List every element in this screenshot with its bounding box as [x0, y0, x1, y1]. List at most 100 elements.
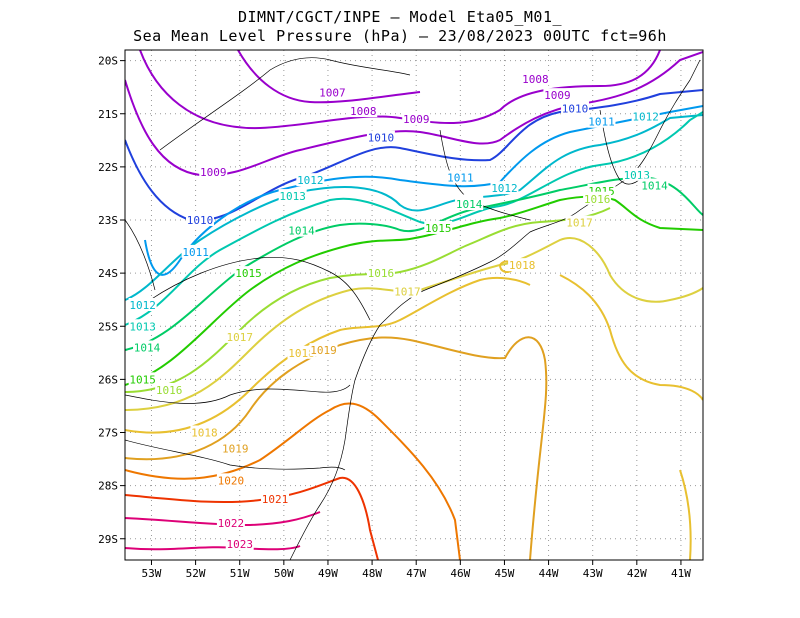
x-tick-label: 45W [495, 567, 515, 580]
isobar-label-bg [318, 85, 347, 99]
map-grid [125, 50, 703, 560]
isobar-label-bg [278, 189, 307, 203]
isobar-label-1012: 1012 [632, 110, 659, 123]
isobar-label-bg [128, 372, 157, 386]
isobar-1018-line [125, 274, 703, 434]
isobar-label-bg [287, 345, 316, 359]
latitude-axis: 20S 21S 22S 23S 24S 25S 26S 27S 28S 29S [98, 55, 125, 546]
y-tick-label: 23S [98, 214, 118, 227]
x-tick-label: 44W [539, 567, 559, 580]
isobar-label-1010: 1010 [562, 102, 589, 115]
y-tick-label: 22S [98, 161, 118, 174]
isobar-label-1016: 1016 [584, 193, 611, 206]
isobar-label-1013: 1013 [129, 320, 156, 333]
y-tick-label: 29S [98, 533, 118, 546]
isobar-label-1022: 1022 [218, 517, 245, 530]
isobar-1018-east-line [679, 469, 692, 560]
y-tick-label: 27S [98, 427, 118, 440]
isobar-label-1017: 1017 [566, 217, 593, 230]
isobar-label-1011: 1011 [588, 116, 615, 129]
coastline-borders [125, 57, 701, 560]
isobar-1021-line [125, 476, 379, 560]
isobar-1019-line [125, 336, 548, 560]
isobar-label-bg [446, 170, 475, 184]
isobar-label-1014: 1014 [288, 225, 315, 238]
isobar-label-1016: 1016 [368, 267, 395, 280]
isobar-label-bg [561, 101, 590, 115]
isobar-label-1018: 1018 [288, 347, 315, 360]
isobar-label-bg [225, 537, 254, 551]
isobar-label-bg [133, 340, 162, 354]
border-mg-sp [159, 57, 411, 151]
isobar-label-1011: 1011 [447, 172, 474, 185]
isobar-label-bg [261, 491, 290, 505]
isobar-label-1008: 1008 [522, 73, 549, 86]
isobar-label-bg [296, 173, 325, 187]
isobar-label-1010: 1010 [368, 132, 395, 145]
isobar-label-bg [216, 473, 245, 487]
isobar-label-bg [128, 298, 157, 311]
x-tick-label: 50W [274, 567, 294, 580]
isobar-label-1020: 1020 [218, 474, 245, 487]
x-tick-label: 49W [318, 567, 338, 580]
isobar-label-1007: 1007 [319, 87, 346, 100]
border-sc-rs [125, 439, 346, 471]
isobar-label-bg [287, 223, 316, 237]
border-sp-pr [149, 257, 371, 321]
isobar-label-bg [583, 191, 612, 205]
y-tick-label: 20S [98, 55, 118, 68]
isobar-label-bg [366, 130, 395, 144]
border-pr-sc [125, 384, 351, 404]
isobar-1008-line [139, 50, 661, 130]
isobar-label-bg [366, 266, 395, 280]
x-tick-label: 43W [583, 567, 603, 580]
isobar-label-1019: 1019 [310, 344, 337, 357]
isobar-label-1010: 1010 [187, 214, 214, 227]
plot-frame [124, 49, 704, 561]
isobar-label-bg [181, 244, 210, 258]
isobar-label-1017: 1017 [394, 286, 421, 299]
isobar-label-1016: 1016 [156, 384, 183, 397]
isobar-label-1019: 1019 [222, 442, 249, 455]
isobar-1011-line [144, 105, 703, 276]
chart-title-line1: DIMNT/CGCT/INPE – Model Eta05_M01_ [237, 8, 563, 26]
isobar-1023-line [125, 545, 301, 551]
x-tick-label: 41W [671, 567, 691, 580]
isobar-label-1009: 1009 [403, 113, 430, 126]
isobar-label-1018: 1018 [509, 259, 536, 272]
y-tick-label: 25S [98, 320, 118, 333]
isobar-label-1015: 1015 [235, 267, 262, 280]
isobar-1012-line [125, 114, 703, 301]
isobar-label-1012: 1012 [491, 182, 518, 195]
y-tick-label: 21S [98, 108, 118, 121]
isobar-1007-line [237, 50, 421, 104]
isobar-label-bg [490, 181, 519, 195]
isobar-label-bg [455, 197, 484, 211]
isobar-1020-line [125, 402, 461, 560]
x-tick-label: 51W [230, 567, 250, 580]
isobar-label-bg [234, 266, 263, 280]
x-tick-label: 46W [450, 567, 470, 580]
chart-title-line2: Sea Mean Level Pressure (hPa) – 23/08/20… [133, 27, 667, 45]
border-west [125, 219, 156, 291]
isobar-label-bg [216, 515, 245, 529]
isobar-1022-line [125, 511, 321, 527]
isobar-label-1017: 1017 [226, 331, 253, 344]
isobar-label-1014: 1014 [456, 198, 483, 211]
isobar-label-bg [393, 284, 422, 298]
isobar-label-bg [543, 88, 572, 102]
isobar-label-bg [565, 215, 594, 229]
isobar-label-1009: 1009 [200, 166, 227, 179]
isobar-label-bg [199, 165, 228, 179]
isobar-label-bg [128, 319, 157, 333]
isobar-label-bg [221, 441, 250, 455]
isobar-label-bg [402, 112, 431, 126]
y-tick-label: 28S [98, 480, 118, 493]
isobar-label-1008: 1008 [350, 105, 377, 118]
isobar-1017-line [125, 237, 703, 411]
isobar-label-bg [155, 383, 184, 396]
isobar-label-bg [587, 114, 616, 128]
x-tick-label: 48W [362, 567, 382, 580]
isobar-label-1011: 1011 [182, 246, 209, 259]
